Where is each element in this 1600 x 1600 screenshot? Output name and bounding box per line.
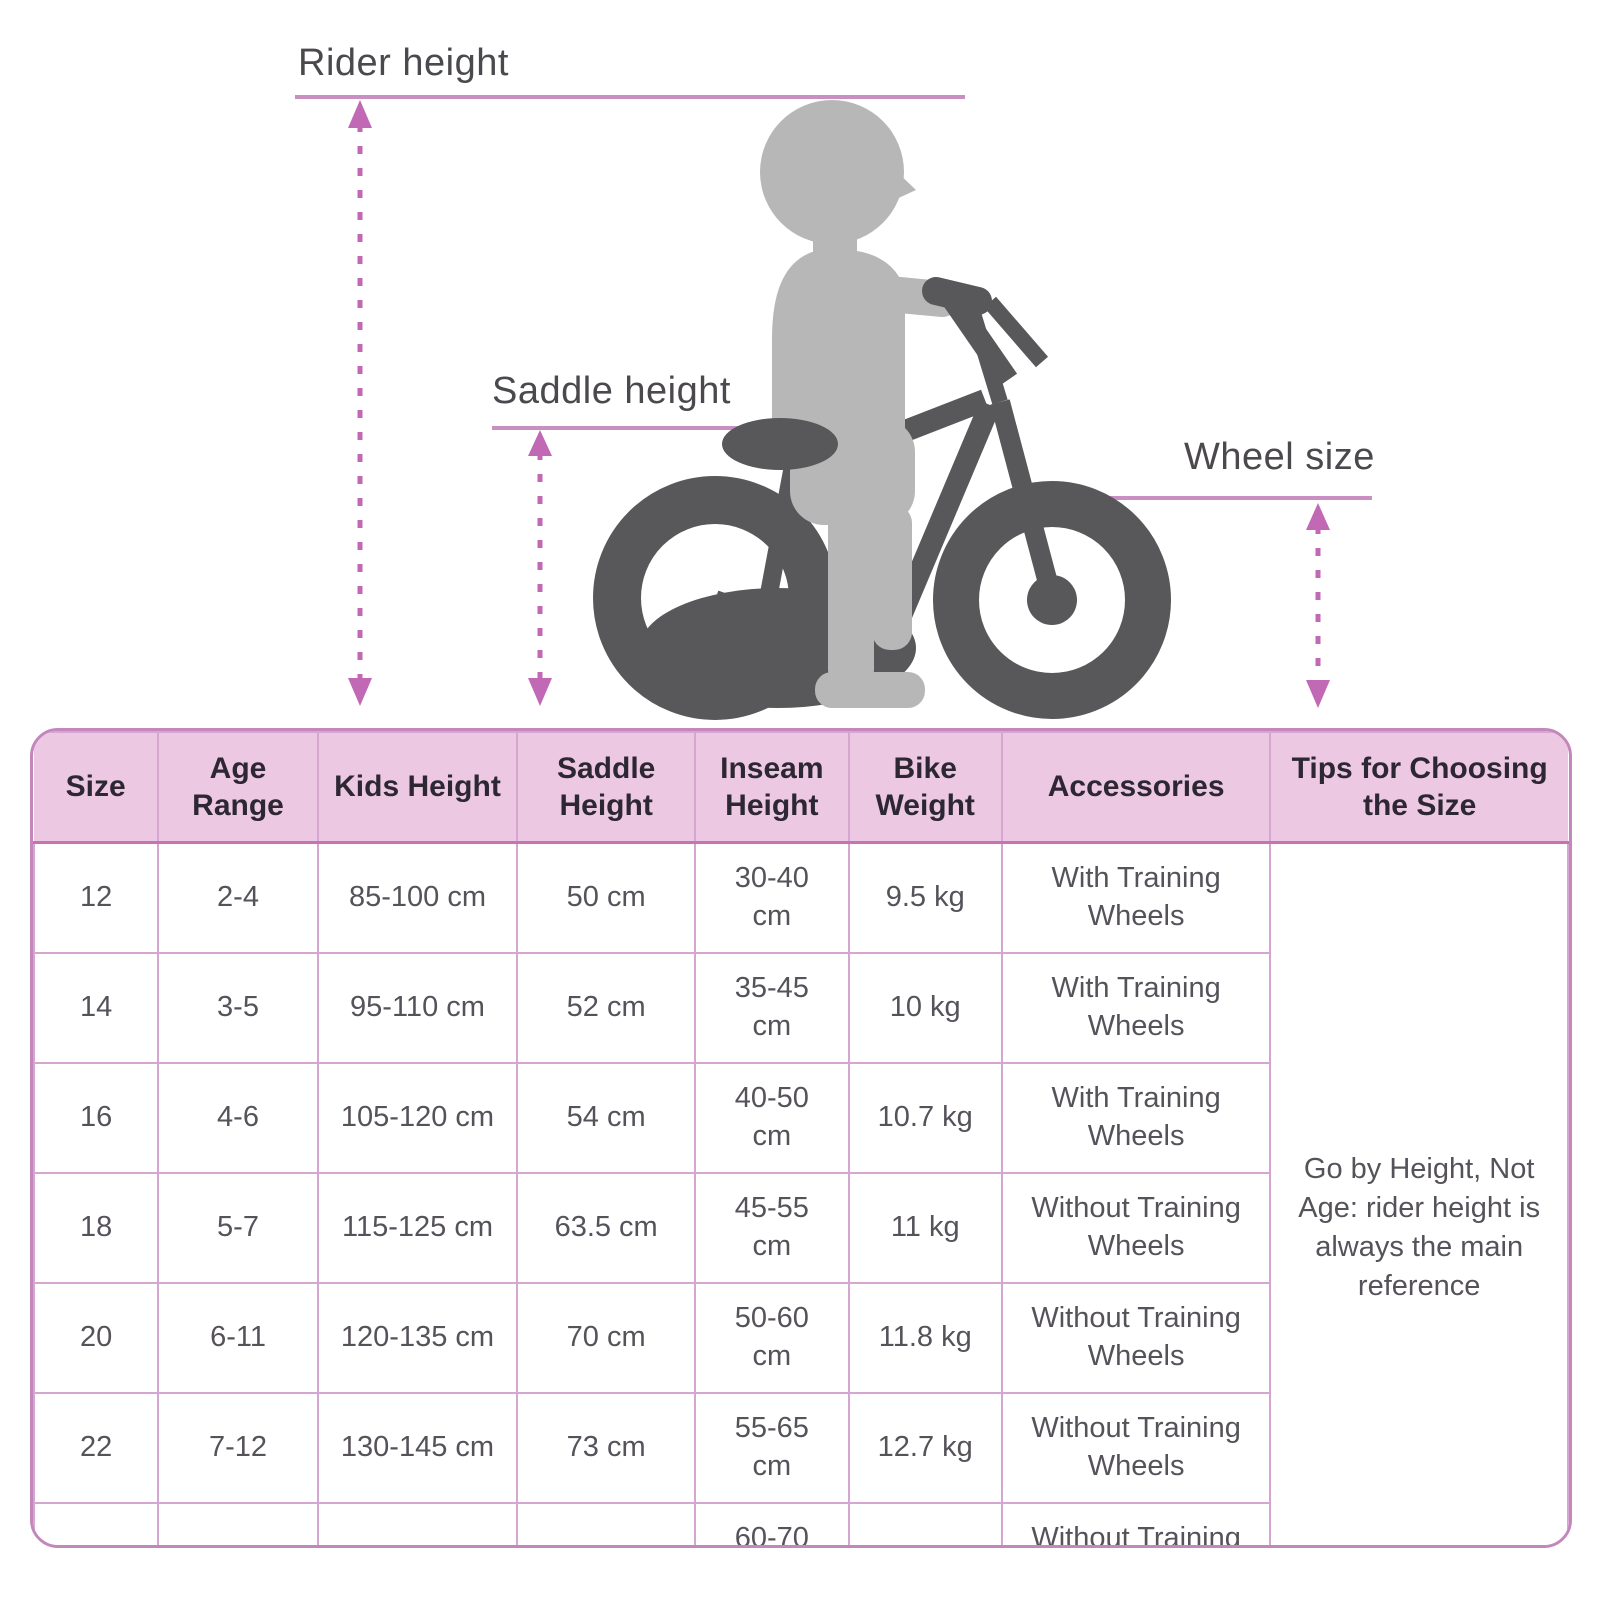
cell-saddle: 54 cm (516, 1062, 697, 1174)
cell-age: 4-6 (157, 1062, 319, 1174)
cell-accessories: Without Training Wheels (1000, 1282, 1272, 1394)
rider-height-label: Rider height (298, 42, 509, 84)
cell-age: 3-5 (157, 952, 319, 1064)
cell-inseam: 50-60 cm (694, 1282, 850, 1394)
rider-face (890, 168, 916, 202)
cell-saddle: 70 cm (516, 1282, 697, 1394)
saddle-icon (722, 418, 838, 470)
table-row: 14 3-5 95-110 cm 52 cm 35-45 cm 10 kg Wi… (33, 952, 1568, 1064)
table-row: 22 7-12 130-145 cm 73 cm 55-65 cm 12.7 k… (33, 1392, 1568, 1504)
cell-kids-height: 140-155 cm (316, 1502, 519, 1545)
cell-weight: 13.8 kg (847, 1502, 1003, 1545)
cell-accessories: Without Training Wheels (1000, 1392, 1272, 1504)
size-table-container: Size Age Range Kids Height Saddle Height… (30, 728, 1572, 1548)
column-header-kids-height: Kids Height (316, 731, 519, 844)
table-row: 16 4-6 105-120 cm 54 cm 40-50 cm 10.7 kg… (33, 1062, 1568, 1174)
cell-accessories: With Training Wheels (1000, 1062, 1272, 1174)
cell-size: 16 (33, 1062, 160, 1174)
cell-saddle: 63.5 cm (516, 1172, 697, 1284)
cell-age: 7-12 (157, 1392, 319, 1504)
diagram-illustration (295, 95, 1372, 720)
cell-inseam: 30-40 cm (694, 841, 850, 954)
table-row: 12 2-4 85-100 cm 50 cm 30-40 cm 9.5 kg W… (33, 841, 1569, 1545)
cell-accessories: With Training Wheels (1000, 952, 1272, 1064)
front-fork (990, 399, 1062, 601)
cell-size: 18 (33, 1172, 160, 1284)
cell-kids-height: 115-125 cm (316, 1172, 519, 1284)
cell-inseam: 60-70 cm (694, 1502, 850, 1545)
cell-size: 24 (33, 1502, 160, 1545)
column-header-saddle: Saddle Height (516, 731, 697, 844)
bike-front-parts (722, 277, 1049, 470)
cell-saddle: 73 cm (516, 1392, 697, 1504)
cell-size: 14 (33, 952, 160, 1064)
cell-age: 6-11 (157, 1282, 319, 1394)
cell-kids-height: 95-110 cm (316, 952, 519, 1064)
cell-kids-height: 130-145 cm (316, 1392, 519, 1504)
table-row: 20 6-11 120-135 cm 70 cm 50-60 cm 11.8 k… (33, 1282, 1568, 1394)
wheel-size-label: Wheel size (1184, 436, 1375, 478)
cell-kids-height: 105-120 cm (316, 1062, 519, 1174)
cell-saddle: 82.5 cm (516, 1502, 697, 1545)
column-header-size: Size (34, 731, 160, 844)
cell-accessories: Without Training Wheels (1000, 1502, 1272, 1545)
size-table: Size Age Range Kids Height Saddle Height… (33, 731, 1569, 1545)
rider-head (760, 100, 904, 244)
column-header-inseam: Inseam Height (694, 731, 850, 844)
saddle-height-label: Saddle height (492, 370, 731, 412)
table-row: 24 8-12 140-155 cm 82.5 cm 60-70 cm 13.8… (33, 1502, 1568, 1545)
rider-shoe (815, 672, 925, 708)
cell-weight: 9.5 kg (847, 841, 1003, 954)
column-header-tips: Tips for Choosing the Size (1269, 731, 1568, 844)
cell-accessories: Without Training Wheels (1000, 1172, 1272, 1284)
cell-age: 2-4 (157, 841, 319, 954)
measure-arrows (348, 100, 1330, 708)
tips-cell: Go by Height, Not Age: rider height is a… (1269, 841, 1569, 1545)
measurement-diagram: Rider height Saddle height Wheel size (0, 0, 1600, 728)
cell-saddle: 52 cm (516, 952, 697, 1064)
cell-weight: 10 kg (847, 952, 1003, 1064)
column-header-age: Age Range (157, 731, 319, 844)
handlebar-grip (922, 277, 992, 315)
cell-inseam: 40-50 cm (694, 1062, 850, 1174)
cell-saddle: 50 cm (516, 841, 697, 954)
cell-weight: 10.7 kg (847, 1062, 1003, 1174)
cell-age: 8-12 (157, 1502, 319, 1545)
cell-accessories: With Training Wheels (1000, 841, 1272, 954)
column-header-weight: Bike Weight (847, 731, 1003, 844)
cell-weight: 11.8 kg (847, 1282, 1003, 1394)
cell-kids-height: 120-135 cm (316, 1282, 519, 1394)
cell-inseam: 55-65 cm (694, 1392, 850, 1504)
cell-size: 12 (33, 841, 160, 954)
rider-leg (828, 505, 874, 690)
cell-weight: 11 kg (847, 1172, 1003, 1284)
cell-size: 22 (33, 1392, 160, 1504)
cell-inseam: 35-45 cm (694, 952, 850, 1064)
front-wheel-icon (933, 481, 1171, 719)
cell-kids-height: 85-100 cm (316, 841, 519, 954)
table-row: 18 5-7 115-125 cm 63.5 cm 45-55 cm 11 kg… (33, 1172, 1568, 1284)
cell-weight: 12.7 kg (847, 1392, 1003, 1504)
column-header-accessories: Accessories (1000, 731, 1272, 844)
front-hub (1027, 575, 1077, 625)
cell-age: 5-7 (157, 1172, 319, 1284)
cell-size: 20 (33, 1282, 160, 1394)
cell-inseam: 45-55 cm (694, 1172, 850, 1284)
header-row: Size Age Range Kids Height Saddle Height… (34, 731, 1568, 844)
